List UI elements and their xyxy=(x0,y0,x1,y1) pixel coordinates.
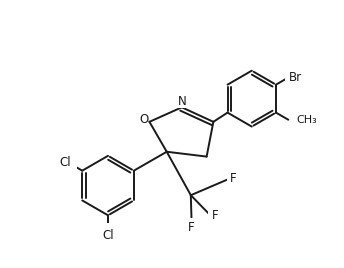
Text: Br: Br xyxy=(289,70,302,84)
Text: Cl: Cl xyxy=(102,229,114,242)
Text: F: F xyxy=(230,172,237,185)
Text: O: O xyxy=(139,113,148,126)
Text: F: F xyxy=(188,221,195,234)
Text: Cl: Cl xyxy=(60,156,71,169)
Text: N: N xyxy=(178,95,187,108)
Text: F: F xyxy=(212,209,219,222)
Text: CH₃: CH₃ xyxy=(296,115,317,125)
